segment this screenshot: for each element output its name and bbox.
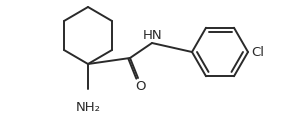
Text: HN: HN — [143, 29, 163, 42]
Text: NH₂: NH₂ — [76, 101, 101, 114]
Text: Cl: Cl — [251, 46, 264, 59]
Text: O: O — [136, 79, 146, 92]
